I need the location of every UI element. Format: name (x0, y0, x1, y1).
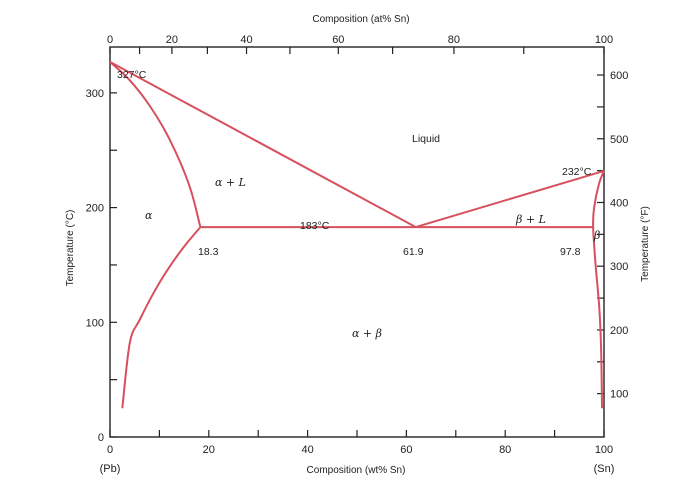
alpha-region-label: α (145, 209, 153, 222)
beta-boundary-curve (592, 170, 605, 409)
right-axis-title: Temperature (°F) (640, 206, 651, 282)
left-tick-label: 100 (86, 317, 104, 329)
pb-melting-point-label: 327°C (117, 69, 147, 81)
liquid-region-label: Liquid (412, 133, 440, 145)
left-axis-title: Temperature (°C) (65, 210, 76, 287)
plot-frame (109, 46, 605, 438)
axis-ticks: 0 20 40 60 80 100 0 20 40 60 80 100 0 100 200 300 100 200… (86, 34, 629, 456)
beta-liquid-region-label: β + L (515, 213, 546, 226)
top-axis-title: Composition (at% Sn) (312, 14, 409, 25)
bottom-axis-title: Composition (wt% Sn) (307, 465, 406, 476)
pb-end-label: (Pb) (100, 463, 121, 475)
liquidus-right-curve (415, 169, 605, 229)
bottom-tick-label: 100 (595, 444, 613, 456)
bottom-tick-label: 80 (499, 444, 511, 456)
solvus-alpha-curve (121, 226, 202, 409)
eutectic-composition-label: 61.9 (403, 246, 424, 258)
bottom-tick-label: 0 (107, 444, 113, 456)
liquidus-left-curve (109, 61, 417, 228)
bottom-tick-label: 40 (301, 444, 313, 456)
right-tick-label: 400 (610, 197, 628, 209)
right-tick-label: 600 (610, 70, 628, 82)
alpha-solubility-label: 18.3 (198, 246, 219, 258)
alpha-beta-region-label: α + β (352, 327, 382, 340)
right-tick-label: 100 (610, 389, 628, 401)
beta-solubility-label: 97.8 (560, 246, 581, 258)
top-tick-label: 60 (332, 34, 344, 46)
solidus-alpha-curve (109, 61, 202, 228)
top-tick-label: 100 (595, 34, 613, 46)
top-tick-label: 80 (448, 34, 460, 46)
bottom-tick-label: 60 (400, 444, 412, 456)
top-tick-label: 20 (166, 34, 178, 46)
bottom-tick-label: 20 (203, 444, 215, 456)
eutectic-temperature-label: 183°C (300, 220, 330, 232)
right-tick-label: 200 (610, 325, 628, 337)
beta-region-label: β (593, 229, 600, 242)
left-tick-label: 200 (86, 203, 104, 215)
sn-end-label: (Sn) (594, 463, 615, 475)
left-tick-label: 0 (98, 432, 104, 444)
top-tick-label: 40 (240, 34, 252, 46)
alpha-liquid-region-label: α + L (215, 176, 246, 189)
sn-melting-point-label: 232°C (562, 166, 592, 178)
right-tick-label: 500 (610, 134, 628, 146)
phase-boundaries (109, 61, 605, 409)
right-tick-label: 300 (610, 261, 628, 273)
top-tick-label: 0 (107, 34, 113, 46)
left-tick-label: 300 (86, 88, 104, 100)
